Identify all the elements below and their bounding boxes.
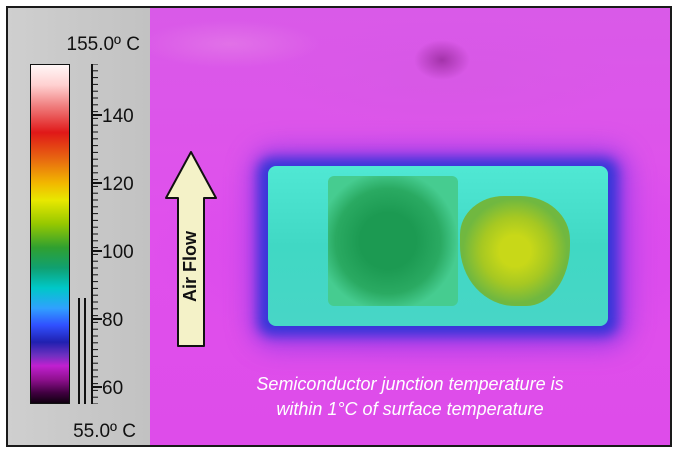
temperature-scale-ticks: 140 120 100 80 60	[91, 64, 134, 404]
device-cool-zone	[328, 176, 458, 306]
caption-line-1: Semiconductor junction temperature is	[256, 374, 564, 394]
scale-major-ticks: 140 120 100 80 60	[92, 106, 134, 399]
thermal-image-frame: 155.0º C 140 120 100 80 60 55.0º C Air Flow …	[6, 6, 672, 447]
scale-tick-label: 80	[102, 310, 123, 331]
thermal-image-area: Air Flow Semiconductor junction temperat…	[150, 8, 670, 445]
air-flow-label: Air Flow	[179, 230, 200, 302]
caption-line-2: within 1°C of surface temperature	[276, 399, 544, 419]
air-flow-label-box: Air Flow	[170, 196, 210, 336]
temperature-scale-panel: 155.0º C 140 120 100 80 60 55.0º C	[8, 8, 150, 445]
temperature-colorbar	[30, 64, 70, 404]
scale-tick-label: 120	[102, 174, 134, 195]
image-caption: Semiconductor junction temperature is wi…	[150, 372, 670, 422]
scale-side-bars	[78, 298, 86, 404]
scale-max-label: 155.0º C	[66, 34, 141, 55]
scale-min-label: 55.0º C	[73, 421, 136, 442]
device-hot-spot	[460, 196, 570, 306]
semiconductor-device	[268, 166, 608, 326]
scale-tick-label: 140	[102, 106, 134, 127]
scale-minor-ticks	[92, 64, 98, 404]
scale-tick-label: 100	[102, 242, 134, 263]
scale-tick-label: 60	[102, 378, 123, 399]
air-flow-arrow-icon	[165, 151, 217, 347]
